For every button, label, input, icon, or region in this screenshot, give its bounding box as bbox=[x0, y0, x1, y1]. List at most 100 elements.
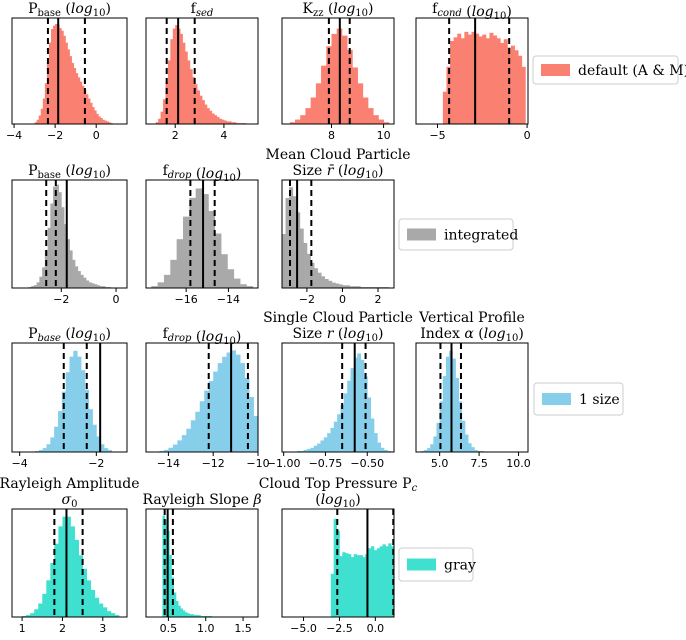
histogram-bar bbox=[96, 113, 99, 124]
legend-label: 1 size bbox=[579, 392, 620, 408]
histogram-bar bbox=[330, 573, 335, 617]
histogram-bar bbox=[170, 259, 178, 288]
axes-frame bbox=[281, 17, 395, 125]
histogram-bar bbox=[353, 554, 358, 617]
histogram-bar bbox=[321, 276, 326, 288]
histogram-bar bbox=[50, 437, 55, 452]
histogram-bar bbox=[50, 563, 55, 617]
histogram-bar bbox=[192, 77, 196, 124]
histogram-bar bbox=[377, 442, 382, 452]
histogram-bar bbox=[338, 284, 343, 288]
histogram-bar bbox=[196, 615, 199, 617]
histogram-bar bbox=[446, 66, 451, 124]
x-tick-label: 0 bbox=[113, 293, 120, 306]
histogram-bar bbox=[503, 39, 508, 124]
histogram-bar bbox=[343, 393, 348, 452]
histogram-bar bbox=[87, 98, 91, 124]
histogram-bar bbox=[346, 285, 350, 288]
histogram-bar bbox=[300, 115, 306, 124]
histogram-bar bbox=[197, 90, 200, 124]
histogram-bar bbox=[310, 97, 317, 124]
x-tick-label: −16 bbox=[175, 293, 198, 306]
histogram-bar bbox=[360, 359, 365, 452]
histogram-bar bbox=[163, 99, 166, 124]
histogram-panel-r3c2: −14 −12 −10 fdrop (log10) bbox=[145, 326, 270, 470]
axes-frame bbox=[11, 342, 128, 453]
histogram-bar bbox=[227, 269, 235, 288]
histogram-bar bbox=[453, 37, 458, 124]
panel-title: fdrop (log10) bbox=[163, 163, 242, 184]
histogram-bar bbox=[231, 350, 236, 452]
histogram-bar bbox=[178, 605, 181, 617]
legend-swatch bbox=[541, 64, 570, 76]
bars bbox=[151, 180, 254, 288]
histogram-bar bbox=[233, 122, 237, 124]
x-tick-label: −2 bbox=[47, 129, 63, 142]
histogram-bar bbox=[81, 85, 85, 124]
histogram-bar bbox=[62, 516, 67, 617]
histogram-bar bbox=[36, 119, 40, 124]
histogram-bar bbox=[92, 107, 95, 124]
histogram-bar bbox=[85, 280, 90, 288]
histogram-bar bbox=[226, 352, 232, 452]
histogram-bar bbox=[54, 543, 59, 617]
histogram-bar bbox=[356, 555, 360, 617]
histogram-bar bbox=[357, 83, 364, 124]
histogram-panel-r4c2: 0.5 1.0 1.5 Rayleigh Slope β bbox=[142, 492, 261, 635]
histogram-bar bbox=[500, 42, 505, 124]
histogram-bar bbox=[320, 440, 325, 452]
histogram-bar bbox=[300, 450, 305, 452]
bars bbox=[442, 18, 526, 124]
histogram-bar bbox=[104, 448, 109, 452]
x-tick-label: 2 bbox=[59, 622, 66, 635]
histogram-bar bbox=[383, 449, 388, 452]
histogram-panel-r2c2: −16 −14 fdrop (log10) bbox=[145, 163, 259, 306]
axes-frame bbox=[145, 342, 259, 453]
histogram-bar bbox=[96, 436, 101, 452]
legend-box bbox=[532, 55, 679, 85]
histogram-bar bbox=[339, 556, 343, 617]
panel-title: (log10) bbox=[315, 492, 361, 510]
panel-title: fdrop (log10) bbox=[163, 326, 242, 347]
histogram-bar bbox=[106, 611, 112, 617]
histogram-bar bbox=[246, 286, 254, 288]
histogram-bar bbox=[383, 122, 390, 124]
x-tick-label: −4 bbox=[12, 457, 28, 470]
histogram-bar bbox=[342, 552, 346, 617]
bars bbox=[162, 509, 213, 617]
histogram-bar bbox=[155, 122, 159, 124]
histogram-bar bbox=[362, 557, 366, 617]
histogram-bar bbox=[455, 378, 459, 452]
histogram-bar bbox=[521, 66, 526, 124]
histogram-bar bbox=[182, 610, 186, 617]
histogram-bar bbox=[341, 35, 348, 124]
histogram-bar bbox=[378, 119, 384, 124]
histogram-bar bbox=[51, 29, 54, 124]
histogram-bar bbox=[98, 116, 101, 124]
histogram-bar bbox=[387, 450, 392, 452]
bars bbox=[420, 343, 485, 452]
histogram-bar bbox=[337, 414, 341, 452]
histogram-panel-r1c4: −5 0 fcond (log10) bbox=[415, 1, 531, 142]
histogram-bar bbox=[313, 445, 318, 452]
histogram-bar bbox=[317, 272, 322, 288]
histogram-bar bbox=[460, 38, 465, 124]
histogram-bar bbox=[199, 401, 205, 452]
histogram-bar bbox=[172, 28, 176, 124]
legend-swatch bbox=[407, 228, 436, 241]
legend-swatch bbox=[407, 558, 436, 571]
x-tick-label: 0.5 bbox=[160, 622, 178, 635]
histogram-bar bbox=[66, 239, 70, 288]
histogram-bar bbox=[427, 448, 431, 452]
axes-frame bbox=[11, 179, 128, 289]
histogram-bar bbox=[186, 428, 192, 452]
histogram-bar bbox=[47, 227, 51, 288]
histogram-bar bbox=[181, 435, 187, 452]
histogram-bar bbox=[467, 34, 472, 124]
histogram-panel-r1c2: 2 4 fsed bbox=[145, 1, 259, 142]
histogram-bar bbox=[42, 267, 46, 288]
histogram-bar bbox=[356, 286, 361, 288]
histogram-bar bbox=[114, 615, 120, 617]
histogram-bar bbox=[168, 447, 174, 452]
